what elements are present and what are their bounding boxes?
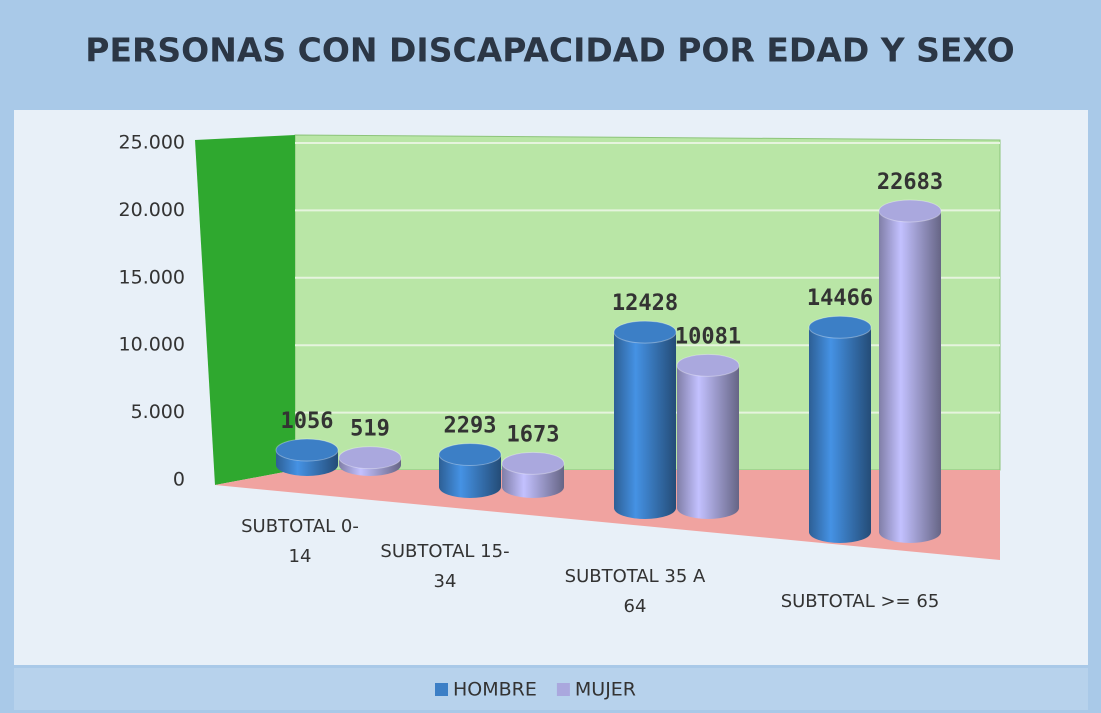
data-label: 2293 [444, 414, 497, 439]
legend-strip [14, 668, 1088, 710]
x-tick-label: SUBTOTAL 15-34 [380, 541, 510, 592]
data-label: 519 [350, 417, 390, 442]
legend-label: MUJER [575, 679, 636, 701]
legend-label: HOMBRE [453, 679, 537, 701]
bar-top [613, 320, 677, 344]
floor [215, 470, 1000, 560]
bar [614, 332, 676, 508]
bar-top [338, 446, 402, 470]
y-tick-label: 10.000 [119, 334, 185, 356]
bar-top [275, 438, 339, 462]
y-tick-label: 0 [173, 469, 185, 491]
data-label: 1673 [507, 422, 560, 447]
data-label: 12428 [612, 291, 678, 316]
legend-swatch [435, 683, 448, 696]
y-tick-label: 20.000 [119, 199, 185, 221]
bar [677, 365, 739, 508]
data-label: 10081 [675, 324, 741, 349]
y-tick-label: 25.000 [119, 132, 185, 154]
data-label: 22683 [877, 170, 943, 195]
bar-top [808, 315, 872, 339]
bar [809, 327, 871, 532]
legend-swatch [556, 683, 570, 696]
bar-top [878, 199, 942, 223]
bar-top [676, 353, 740, 377]
data-label: 14466 [807, 286, 873, 311]
x-tick-label: SUBTOTAL 35 A 64 [564, 566, 706, 617]
data-label: 1056 [281, 409, 334, 434]
x-tick-label: SUBTOTAL 0-14 [241, 516, 359, 567]
y-tick-label: 15.000 [119, 266, 185, 288]
y-tick-label: 5.000 [131, 401, 185, 423]
chart-title: PERSONAS CON DISCAPACIDAD POR EDAD Y SEX… [85, 31, 1014, 70]
bar [879, 210, 941, 532]
bar-top [501, 451, 565, 475]
bar-top [438, 443, 502, 467]
side-wall [195, 135, 295, 485]
x-tick-label: SUBTOTAL >= 65 [780, 591, 940, 612]
